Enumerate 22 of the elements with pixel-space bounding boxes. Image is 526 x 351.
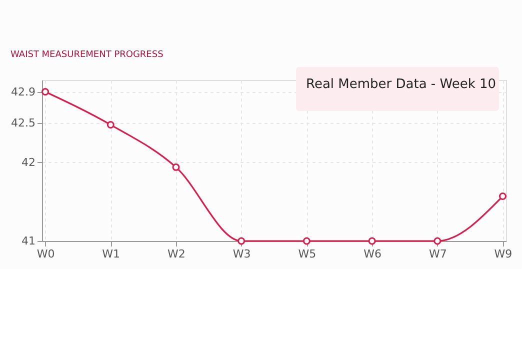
x-tick-label: W2 <box>168 248 186 260</box>
x-tick-label: W0 <box>36 248 55 260</box>
x-tick-label: W3 <box>232 248 251 260</box>
y-tick-label: 42 <box>22 156 36 169</box>
annotation: Real Member Data - Week 10 <box>306 77 496 92</box>
y-tick-label: 42.5 <box>11 116 36 130</box>
point <box>434 237 442 245</box>
point <box>42 88 50 96</box>
x-tick-label: W1 <box>102 248 120 260</box>
point <box>172 163 180 171</box>
chart-title: WAIST MEASUREMENT PROGRESS <box>10 50 164 60</box>
point <box>302 237 310 245</box>
point <box>498 192 506 200</box>
y-tick-label: 42.9 <box>11 85 36 98</box>
y-tick-label: 41 <box>22 234 36 248</box>
point <box>106 121 114 129</box>
point <box>368 237 376 245</box>
x-tick-label: W7 <box>428 248 447 260</box>
x-tick-label: W9 <box>494 248 512 260</box>
x-tick-label: W6 <box>364 248 382 260</box>
x-tick-label: W5 <box>298 248 316 260</box>
point <box>238 237 246 245</box>
